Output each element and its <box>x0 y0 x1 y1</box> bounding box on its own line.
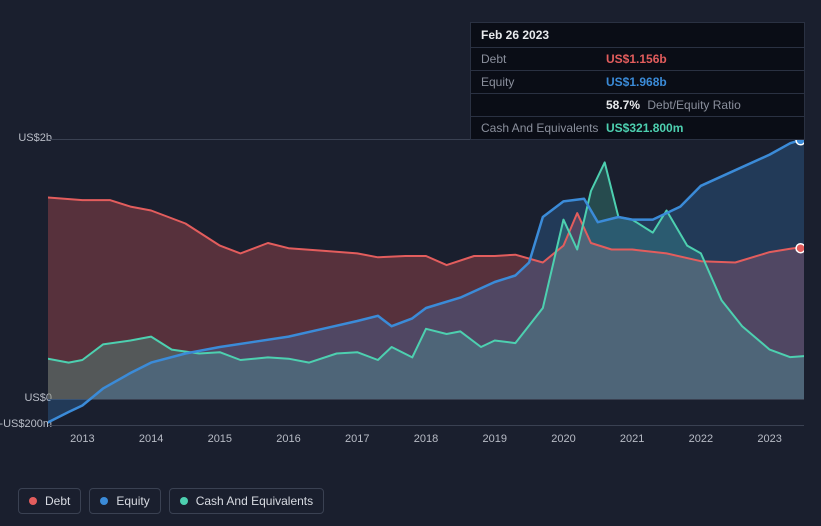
tooltip-row-value: 58.7% Debt/Equity Ratio <box>606 98 741 112</box>
x-axis-tick-label: 2014 <box>139 433 163 445</box>
tooltip-row: DebtUS$1.156b <box>471 48 804 71</box>
legend-item-label: Equity <box>116 494 149 508</box>
legend: Debt Equity Cash And Equivalents <box>18 488 324 514</box>
x-axis-tick-label: 2021 <box>620 433 644 445</box>
x-axis-tick-label: 2020 <box>551 433 575 445</box>
tooltip-row-value: US$1.968b <box>606 75 667 89</box>
tooltip-row: Cash And EquivalentsUS$321.800m <box>471 117 804 139</box>
tooltip-row: EquityUS$1.968b <box>471 71 804 94</box>
tooltip-date: Feb 26 2023 <box>471 23 804 48</box>
tooltip-row-label: Equity <box>481 75 606 89</box>
debt-marker <box>796 244 804 253</box>
x-axis-tick-label: 2018 <box>414 433 438 445</box>
tooltip-row-value: US$1.156b <box>606 52 667 66</box>
x-axis-tick-label: 2013 <box>70 433 94 445</box>
x-axis-tick-label: 2015 <box>208 433 232 445</box>
x-axis-tick-label: 2019 <box>482 433 506 445</box>
tooltip-row: 58.7% Debt/Equity Ratio <box>471 94 804 117</box>
tooltip-row-value: US$321.800m <box>606 121 683 135</box>
legend-item-debt[interactable]: Debt <box>18 488 81 514</box>
chart-area: US$2bUS$0-US$200m 2013201420152016201720… <box>18 125 804 470</box>
x-axis-tick-label: 2022 <box>689 433 713 445</box>
hover-tooltip: Feb 26 2023 DebtUS$1.156bEquityUS$1.968b… <box>470 22 805 140</box>
chart-plot[interactable] <box>48 139 804 425</box>
legend-item-label: Cash And Equivalents <box>196 494 313 508</box>
tooltip-row-extra: Debt/Equity Ratio <box>644 98 741 112</box>
chart-container: { "tooltip": { "date": "Feb 26 2023", "r… <box>0 0 821 526</box>
x-axis-tick-label: 2023 <box>757 433 781 445</box>
legend-dot-icon <box>100 497 108 505</box>
legend-item-label: Debt <box>45 494 70 508</box>
grid-line <box>48 425 804 426</box>
tooltip-row-label: Cash And Equivalents <box>481 121 606 135</box>
legend-item-equity[interactable]: Equity <box>89 488 160 514</box>
x-axis-tick-label: 2017 <box>345 433 369 445</box>
tooltip-row-label <box>481 98 606 112</box>
legend-dot-icon <box>29 497 37 505</box>
legend-item-cash-and-equivalents[interactable]: Cash And Equivalents <box>169 488 324 514</box>
y-axis-tick-label: -US$200m <box>0 418 52 430</box>
x-axis-tick-label: 2016 <box>276 433 300 445</box>
y-axis-tick-label: US$2b <box>18 132 52 144</box>
tooltip-row-label: Debt <box>481 52 606 66</box>
legend-dot-icon <box>180 497 188 505</box>
